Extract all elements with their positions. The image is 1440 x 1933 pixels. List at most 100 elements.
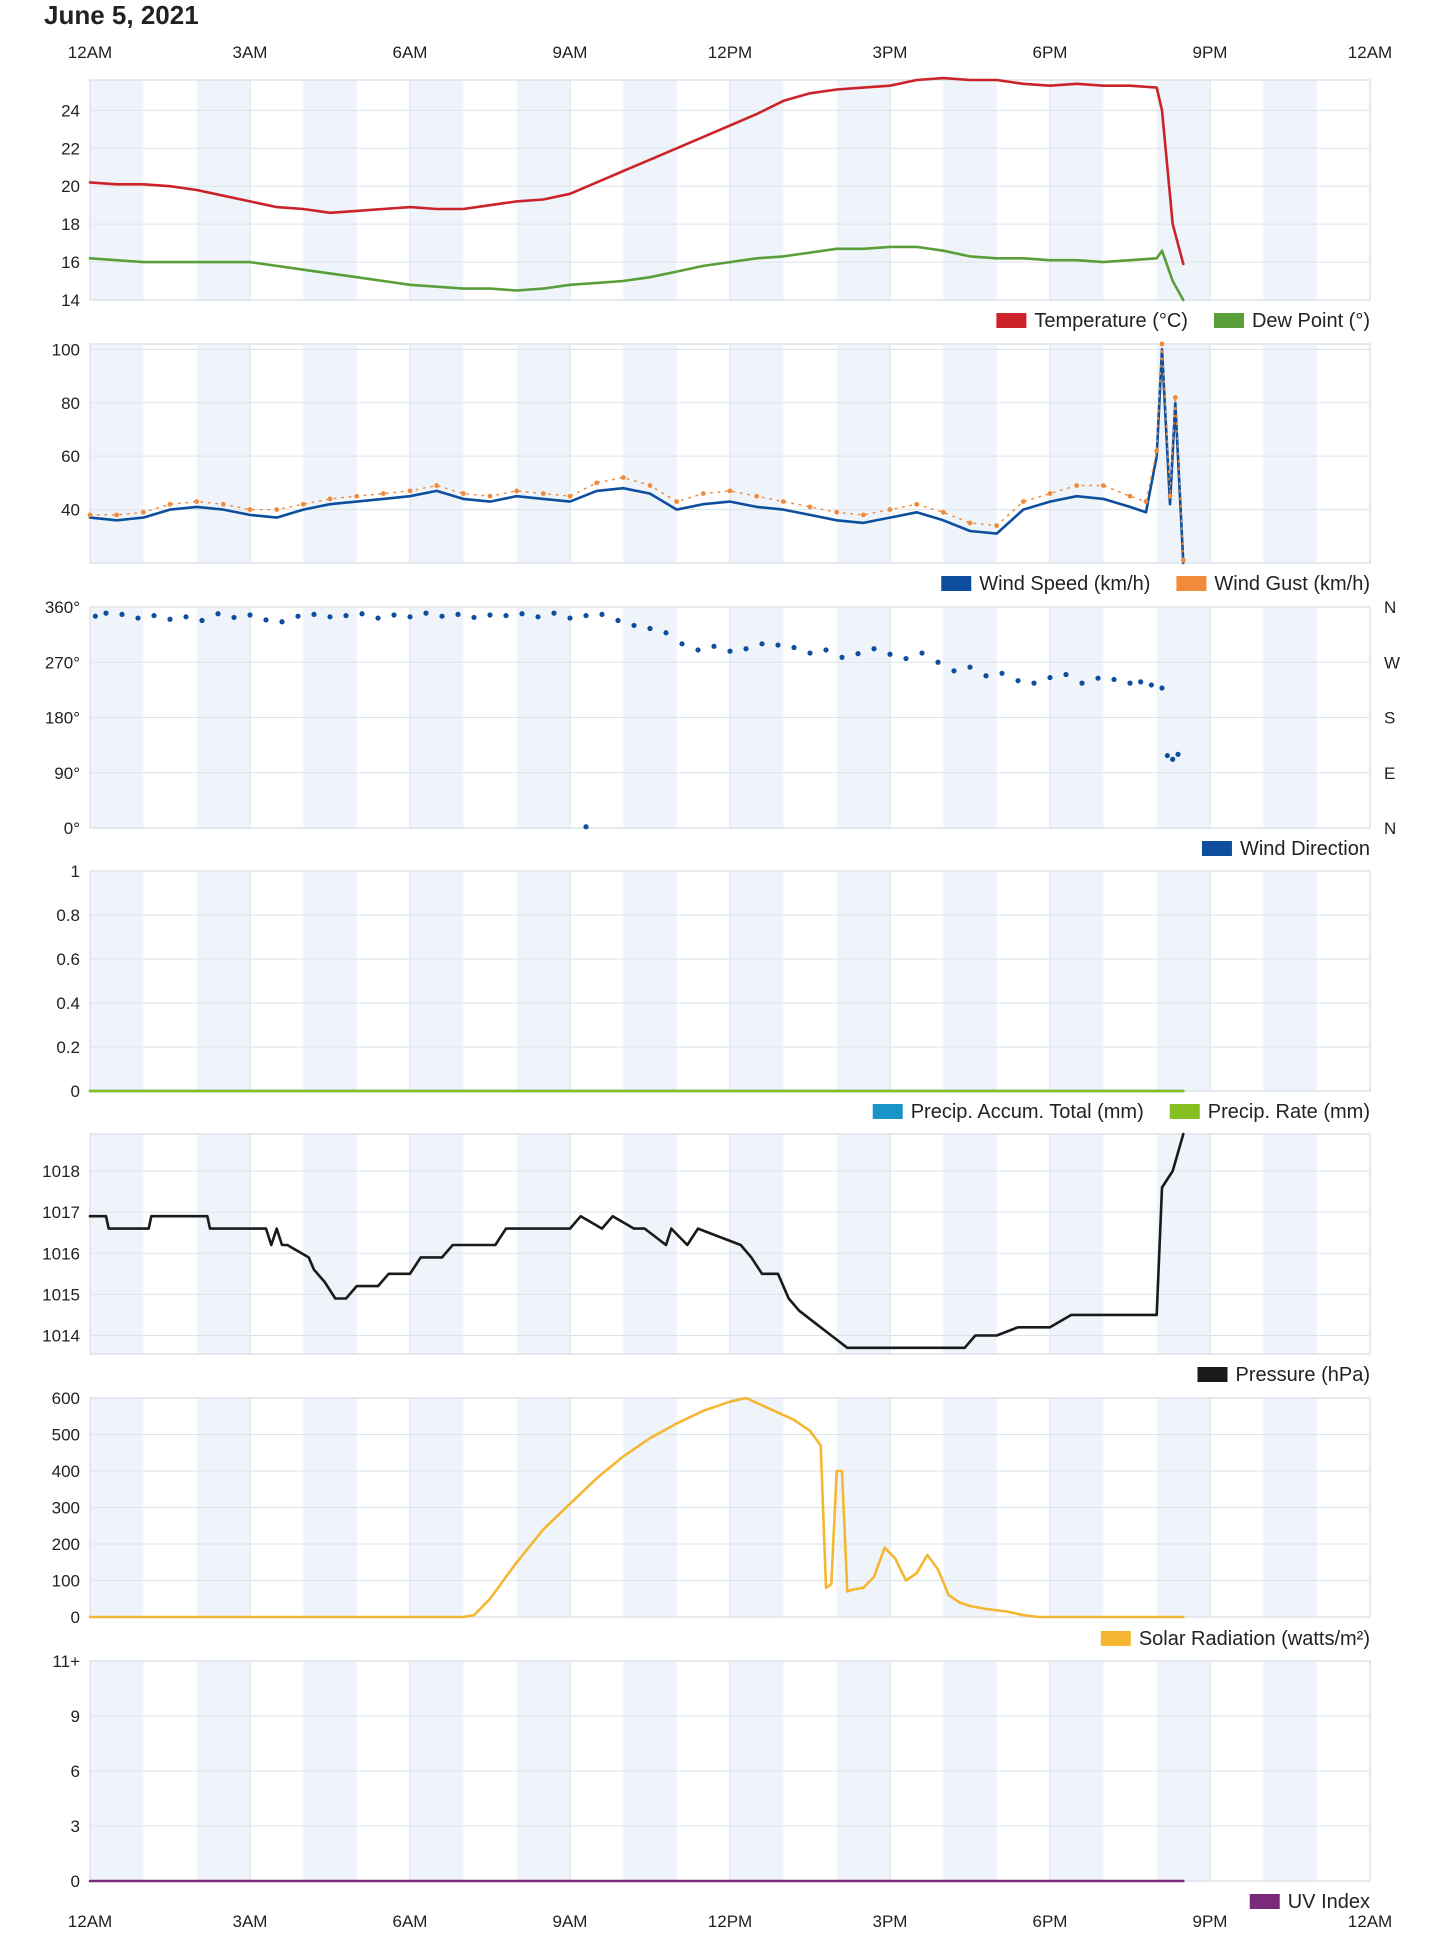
legend-precip: Precip. Rate (mm) Precip. Accum. Total (m… (872, 1101, 1370, 1123)
legend-wind: Wind Gust (km/h) Wind Speed (km/h) (941, 573, 1370, 595)
time-tick-label: 6PM (1033, 43, 1068, 62)
hour-band (623, 80, 677, 300)
direction-point (1031, 680, 1037, 686)
y-tick-label: 9 (71, 1707, 80, 1726)
hour-band (943, 871, 997, 1091)
gust-point (887, 507, 893, 512)
hour-band (90, 344, 144, 563)
hour-band (623, 871, 677, 1091)
y-tick-label: 0 (71, 1872, 80, 1891)
gust-point (247, 507, 253, 512)
time-tick-label: 12AM (68, 1912, 112, 1931)
y-tick-label: 400 (52, 1462, 80, 1481)
direction-point (359, 611, 365, 617)
hour-band (943, 80, 997, 300)
y-tick-label: 100 (52, 340, 80, 359)
time-tick-label: 9PM (1193, 43, 1228, 62)
gust-point (994, 523, 1000, 529)
direction-point (583, 824, 589, 830)
time-tick-label: 12AM (1348, 43, 1392, 62)
direction-point (119, 611, 125, 617)
hour-band (1263, 344, 1317, 563)
direction-point (727, 648, 733, 654)
legend-uv: UV Index (1249, 1891, 1370, 1913)
hour-band (516, 344, 570, 563)
legend-label: Temperature (°C) (1034, 310, 1188, 332)
hour-band (1156, 80, 1210, 300)
legend-pressure: Pressure (hPa) (1197, 1364, 1371, 1386)
hour-band (623, 344, 677, 563)
legend-label: Wind Speed (km/h) (979, 573, 1150, 595)
direction-point (903, 655, 909, 662)
gust-point (1127, 493, 1133, 499)
legend-swatch (941, 576, 972, 591)
chart-wind: 40 60 80 100 (52, 340, 1371, 565)
hour-band (410, 871, 464, 1091)
gust-point (1074, 483, 1080, 488)
direction-point (311, 611, 317, 617)
y-tick-label: 6 (71, 1762, 80, 1781)
direction-point (1063, 671, 1069, 678)
time-tick-label: 3PM (873, 1912, 908, 1931)
direction-point (295, 613, 301, 619)
legend-label: Solar Radiation (watts/m²) (1139, 1628, 1370, 1650)
hour-band (1263, 1134, 1317, 1354)
direction-point (967, 664, 973, 670)
compass-tick-label: S (1384, 709, 1395, 728)
gust-point (700, 491, 706, 496)
y-tick-label: 500 (52, 1426, 80, 1445)
gust-point (1020, 499, 1026, 504)
y-tick-label: 40 (61, 501, 80, 520)
gust-point (194, 499, 200, 504)
direction-point (999, 670, 1005, 676)
page-title: June 5, 2021 (44, 0, 199, 30)
hour-band (196, 1134, 250, 1354)
gust-point (647, 483, 653, 488)
hour-band (1156, 1134, 1210, 1354)
direction-point (983, 673, 989, 679)
hour-band (303, 1134, 357, 1354)
plot-frame (89, 79, 1371, 301)
gust-point (594, 480, 600, 486)
y-tick-label: 0 (71, 1082, 80, 1101)
direction-point (1015, 678, 1021, 684)
y-tick-label: 14 (61, 291, 80, 310)
time-tick-label: 3AM (233, 43, 268, 62)
chart-direction: 0° 90° 180° 270° 360° N E S W N (45, 598, 1400, 838)
hour-band (196, 80, 250, 300)
compass-tick-label: N (1384, 819, 1396, 838)
legend-swatch (1197, 1367, 1228, 1382)
direction-point (551, 610, 557, 616)
y-tick-label: 270° (45, 653, 80, 672)
hour-band (90, 1134, 144, 1354)
direction-point (695, 647, 701, 653)
y-tick-label: 100 (52, 1572, 80, 1591)
chart-precip: 0 0.2 0.4 0.6 0.8 1 (56, 862, 1371, 1101)
hour-band (1263, 871, 1317, 1091)
y-tick-label: 300 (52, 1499, 80, 1518)
hour-band (516, 871, 570, 1091)
time-tick-label: 9AM (553, 1912, 588, 1931)
y-tick-label: 24 (61, 101, 80, 120)
direction-point (151, 612, 157, 619)
legend-swatch (1176, 576, 1207, 591)
y-tick-label: 22 (61, 139, 80, 158)
direction-point (391, 612, 397, 618)
hour-band (836, 80, 890, 300)
legend-label: Pressure (hPa) (1236, 1364, 1371, 1386)
direction-point (103, 610, 109, 616)
series-line-wind-speed (88, 347, 1185, 565)
direction-point (871, 646, 877, 652)
gust-point (220, 501, 226, 507)
gust-point (1180, 557, 1186, 563)
y-tick-label: 0.8 (56, 906, 80, 925)
y-tick-label: 1014 (42, 1326, 80, 1345)
plot-frame (89, 606, 1371, 829)
gust-point (567, 493, 573, 499)
legend-swatch (1201, 841, 1232, 856)
hour-band (1156, 871, 1210, 1091)
legend-direction: Wind Direction (1201, 838, 1370, 860)
gust-point (1154, 448, 1160, 454)
gust-point (754, 493, 760, 499)
gust-point (167, 501, 173, 507)
